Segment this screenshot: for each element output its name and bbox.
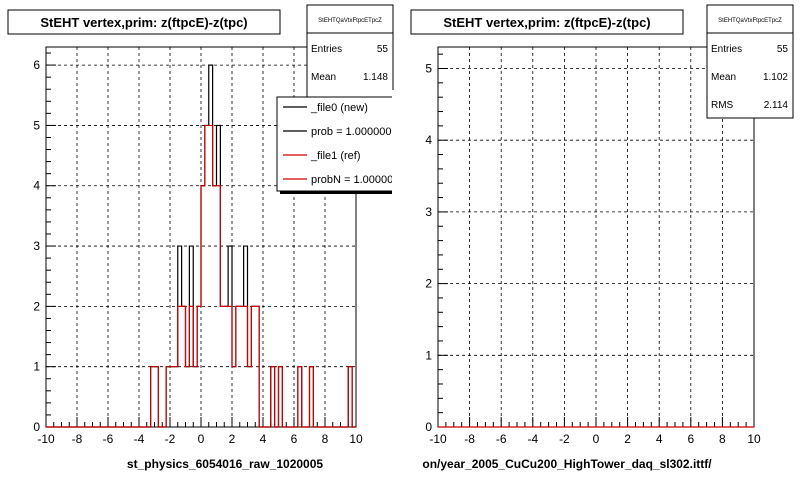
- plot1-series-1-bin: [189, 306, 193, 427]
- plot2-x-tick-label: 10: [747, 432, 761, 446]
- plot2-stats-label: Mean: [711, 72, 736, 83]
- plot1-series-1-bin: [255, 306, 259, 427]
- plot1-series-1-bin: [217, 186, 221, 427]
- plot1-series-1-bin: [298, 367, 302, 427]
- plot2-stats-box: [706, 4, 794, 119]
- plot1-series-1-bin: [236, 306, 240, 427]
- plot2-y-tick-label: 1: [425, 348, 432, 362]
- plot1-stats-name: StEHTQaVtxFtpcETpcZ: [318, 18, 382, 24]
- plot1-x-tick-label: 4: [260, 432, 267, 446]
- plot1-stats-label: Entries: [311, 44, 342, 55]
- plot1-x-tick-label: -4: [134, 432, 145, 446]
- plot1-legend-label: prob = 1.000000: [311, 126, 391, 138]
- plot1-series-1-bin: [193, 367, 197, 427]
- plot2-stats-value: 55: [777, 44, 789, 55]
- plot1-series-1-bin: [201, 186, 205, 427]
- plot1-x-axis-label: st_physics_6054016_raw_1020005: [127, 457, 323, 471]
- plot2-y-tick-label: 4: [425, 133, 432, 147]
- plot1-series-1-bin: [174, 367, 178, 427]
- plot2-x-tick-label: 4: [656, 432, 663, 446]
- plot1-series-1-bin: [251, 306, 255, 427]
- plot1-x-tick-label: 8: [322, 432, 329, 446]
- plot1-x-tick-label: -10: [37, 432, 55, 446]
- plot1-series-1-bin: [151, 367, 155, 427]
- plot1-series-1-bin: [224, 306, 228, 427]
- plot2-x-tick-label: 0: [593, 432, 600, 446]
- plot1-series-1-bin: [170, 367, 174, 427]
- plot2-stats-value: 1.102: [763, 72, 788, 83]
- plot1-series-1-bin: [348, 367, 352, 427]
- plot1-series-1-bin: [178, 306, 182, 427]
- plot1-series-1-bin: [166, 367, 170, 427]
- plot1-stats-value: 55: [377, 44, 389, 55]
- plot1-x-tick-label: -2: [165, 432, 176, 446]
- plot1-y-tick-label: 6: [33, 58, 40, 72]
- plot1-series-1-bin: [228, 306, 232, 427]
- plot2-title: StEHT vertex,prim: z(ftpcE)-z(tpc): [443, 15, 650, 30]
- plot1-legend-box: [276, 96, 404, 192]
- plot1-x-tick-label: -8: [72, 432, 83, 446]
- plot1-series-1-bin: [240, 306, 244, 427]
- plot2-x-tick-label: -10: [429, 432, 447, 446]
- plot1-x-tick-label: 6: [291, 432, 298, 446]
- plot2-y-tick-label: 0: [425, 420, 432, 434]
- plot1-series-1-bin: [209, 125, 213, 427]
- plot2-x-tick-label: 6: [687, 432, 694, 446]
- plot1-y-tick-label: 0: [33, 420, 40, 434]
- plot1-series-1-bin: [271, 367, 275, 427]
- plot1-legend-label: probN = 1.000000: [311, 174, 399, 186]
- plot2-stats-name: StEHTQaVtxFtpcETpcZ: [718, 18, 782, 24]
- plot1-stats-label: Mean: [311, 72, 336, 83]
- plot1-y-tick-label: 5: [33, 118, 40, 132]
- plot2-stats-label: Entries: [711, 44, 742, 55]
- plot1-y-tick-label: 1: [33, 360, 40, 374]
- plot1-series-1-bin: [248, 367, 252, 427]
- plot2-x-tick-label: 8: [719, 432, 726, 446]
- plot1-series-1-bin: [310, 367, 314, 427]
- plot1-legend-label: _file1 (ref): [310, 150, 361, 162]
- plot1-series-1-bin: [197, 306, 201, 427]
- plot1-x-tick-label: 0: [198, 432, 205, 446]
- plot2-x-tick-label: -2: [559, 432, 570, 446]
- plot1-series-1-bin: [205, 125, 209, 427]
- plot1-series-1-bin: [244, 306, 248, 427]
- plot1-y-tick-label: 2: [33, 299, 40, 313]
- plot2-frame: [437, 46, 755, 428]
- plot2-y-tick-label: 5: [425, 62, 432, 76]
- plot2-stats-value: 2.114: [764, 100, 789, 111]
- plot1-series-1-bin: [279, 367, 283, 427]
- plot1-series-1-bin: [182, 306, 186, 427]
- plot2-x-tick-label: 2: [624, 432, 631, 446]
- plot2-title-box: [410, 9, 684, 35]
- plot2-y-tick-label: 2: [425, 277, 432, 291]
- plot1-series-1-bin: [220, 306, 224, 427]
- plot1-title: StEHT vertex,prim: z(ftpcE)-z(tpc): [40, 15, 247, 30]
- plot1-series-1-bin: [232, 367, 236, 427]
- plot2-x-tick-label: -8: [464, 432, 475, 446]
- plot1-legend-label: _file0 (new): [310, 102, 368, 114]
- plot1-stats-value: 1.148: [363, 72, 388, 83]
- plot1-x-tick-label: 10: [349, 432, 363, 446]
- plot2-x-tick-label: -4: [527, 432, 538, 446]
- plot1-series-1-bin: [186, 367, 190, 427]
- plot2-y-tick-label: 3: [425, 205, 432, 219]
- plot1-series-1-outline: [46, 124, 356, 428]
- plot2-x-axis-label: on/year_2005_CuCu200_HighTower_daq_sl302…: [422, 457, 712, 471]
- plot1-x-tick-label: -6: [103, 432, 114, 446]
- plot1-series-1-bin: [213, 186, 217, 427]
- plot2-stats-label: RMS: [711, 100, 734, 111]
- plot1-series-1-bin: [155, 367, 159, 427]
- plot1-y-tick-label: 3: [33, 239, 40, 253]
- pad-divider: [392, 90, 406, 200]
- plot2-x-tick-label: -6: [496, 432, 507, 446]
- plot1-title-box: [7, 9, 281, 35]
- plot1-y-tick-label: 4: [33, 179, 40, 193]
- plot1-x-tick-label: 2: [229, 432, 236, 446]
